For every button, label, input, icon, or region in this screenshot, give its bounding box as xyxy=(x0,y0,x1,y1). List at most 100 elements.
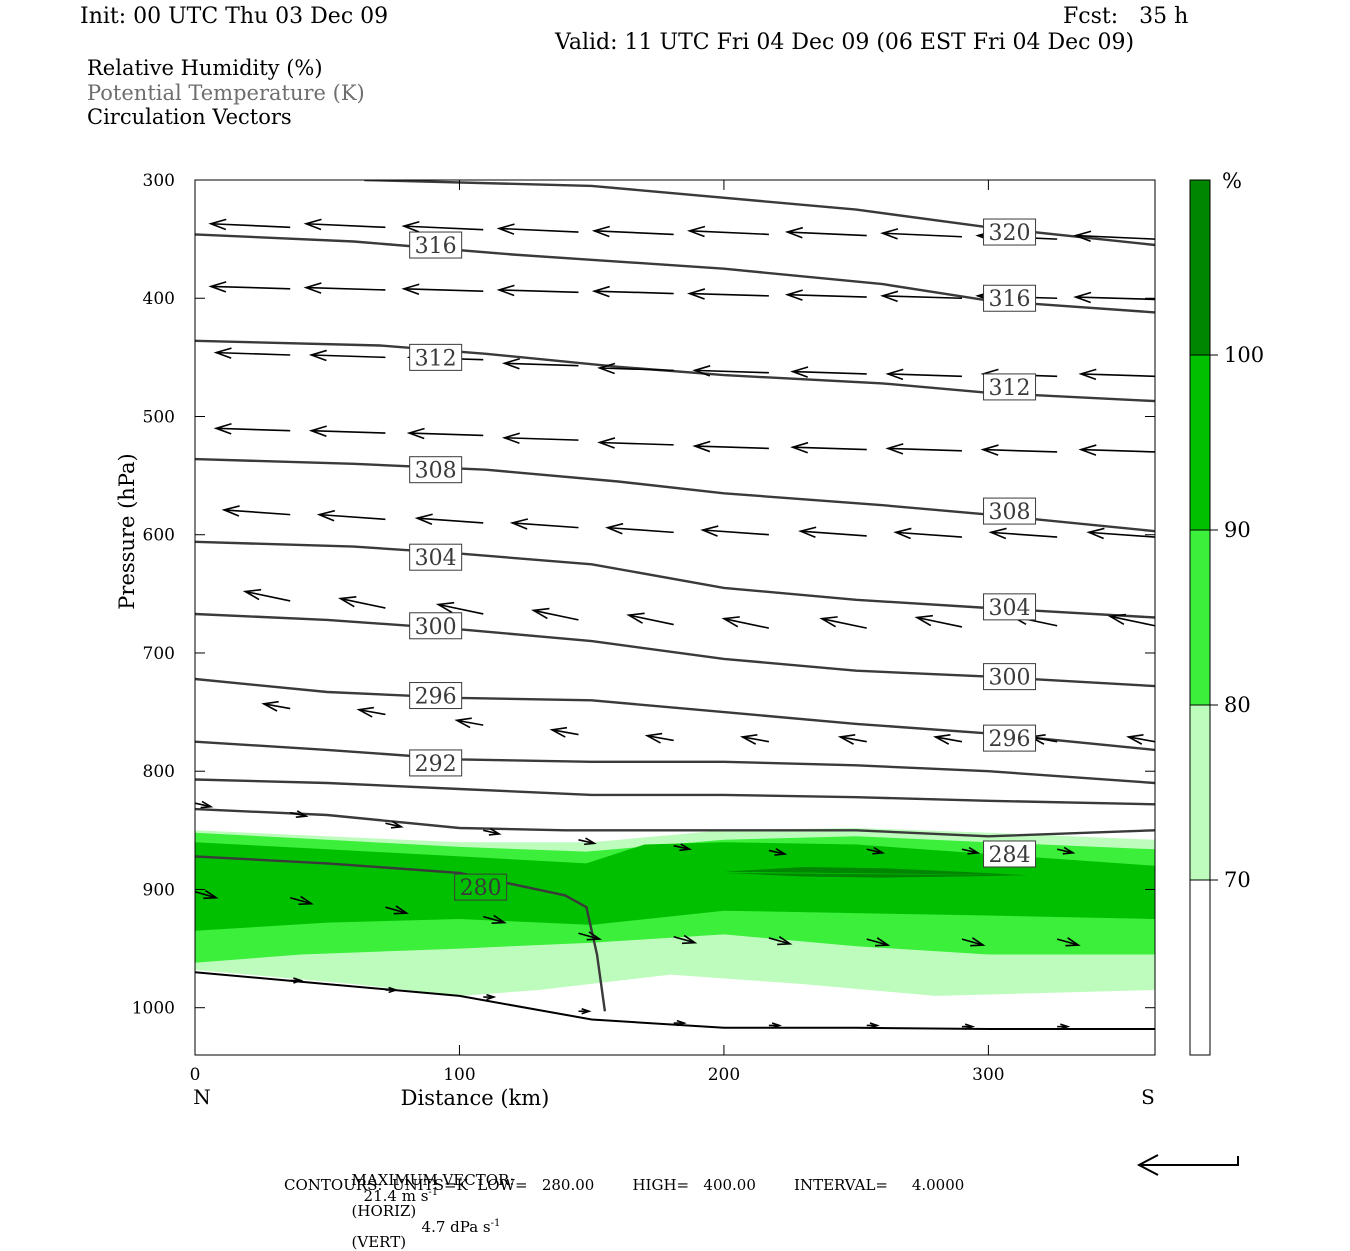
vector-head xyxy=(454,717,472,729)
vector-arrow xyxy=(308,349,386,362)
vector-head xyxy=(308,425,327,437)
isentrope-label-box xyxy=(454,873,508,901)
vector-shaft xyxy=(787,293,867,298)
x-tick-label: 100 xyxy=(443,1065,475,1085)
colorbar-frame xyxy=(1189,179,1211,1056)
vector-shaft xyxy=(578,932,600,940)
vector-arrow xyxy=(961,1023,976,1030)
vector-arrow xyxy=(289,895,314,906)
vector-arrow xyxy=(1078,444,1155,456)
vector-shaft xyxy=(417,517,484,524)
vector-shaft xyxy=(483,829,500,835)
vector-shaft xyxy=(887,447,962,452)
vector-arrow xyxy=(501,432,579,445)
vector-arrow xyxy=(578,837,597,846)
vector-shaft xyxy=(319,513,386,521)
vector-shaft xyxy=(694,445,769,450)
isentrope-label-316: 316 xyxy=(409,231,463,259)
vector-shaft xyxy=(594,290,674,295)
colorbar-tick-label: 90 xyxy=(1224,518,1251,542)
vector-arrow xyxy=(483,914,507,924)
title-potential-temperature: Potential Temperature (K) xyxy=(87,81,365,105)
vector-arrow xyxy=(626,612,674,626)
max-vector-horiz-unit: (HORIZ) xyxy=(351,1202,417,1220)
isentrope-320 xyxy=(364,180,1155,247)
vector-head xyxy=(390,820,404,829)
vector-shaft xyxy=(438,603,484,615)
vector-shaft xyxy=(504,436,579,441)
vector-head xyxy=(491,914,507,924)
vector-arrow xyxy=(213,347,291,359)
isentrope-label-292: 292 xyxy=(409,749,463,777)
vector-head xyxy=(774,847,788,856)
vector-head xyxy=(967,846,981,855)
isentrope-label-316: 316 xyxy=(983,284,1037,312)
vector-arrow xyxy=(1073,230,1155,243)
vector-arrow xyxy=(673,934,698,945)
vector-head xyxy=(591,225,610,238)
vector-shaft xyxy=(792,446,867,451)
vector-shaft xyxy=(210,285,291,290)
isentrope-label-box xyxy=(409,682,463,710)
vector-arrow xyxy=(213,422,291,435)
vector-head xyxy=(200,800,214,809)
vector-shaft xyxy=(887,373,962,378)
vector-arrow xyxy=(885,443,962,455)
isentrope-label-box xyxy=(983,373,1037,401)
vector-head xyxy=(213,347,232,359)
vector-arrow xyxy=(980,444,1058,456)
isentrope-label-box xyxy=(409,749,463,777)
vector-shaft xyxy=(673,935,696,944)
isentrope-288 xyxy=(195,778,1155,806)
endpoint-label-left: N xyxy=(193,1085,211,1109)
colorbar-segment xyxy=(1190,180,1210,355)
isentrope-label-text: 292 xyxy=(415,752,457,777)
vector-arrow xyxy=(1155,1024,1166,1029)
isentrope-label-text: 312 xyxy=(989,376,1031,401)
vector-head xyxy=(531,607,550,620)
colorbar-segment xyxy=(1190,355,1210,530)
vector-arrow xyxy=(208,218,291,231)
plot-frame xyxy=(194,179,1156,1056)
isentrope-label-text: 304 xyxy=(415,546,457,571)
x-tick-label: 300 xyxy=(972,1065,1004,1085)
vector-head xyxy=(1078,444,1097,456)
vector-head xyxy=(970,937,986,947)
vector-head xyxy=(644,732,663,744)
vector-head xyxy=(337,595,357,608)
vector-head xyxy=(435,601,455,614)
vector-arrow xyxy=(385,905,410,915)
vector-arrow xyxy=(316,509,386,522)
colorbar-tick-label: 100 xyxy=(1224,343,1264,367)
isentrope-label-text: 304 xyxy=(989,596,1031,621)
y-tick-label: 500 xyxy=(143,407,175,427)
vector-shaft xyxy=(768,937,791,945)
isentrope-label-304: 304 xyxy=(983,593,1037,621)
vector-head xyxy=(874,937,891,947)
vector-head xyxy=(496,284,515,297)
vector-arrow xyxy=(1056,937,1081,947)
vector-arrow xyxy=(700,525,769,537)
vector-shaft xyxy=(290,811,307,817)
isentrope-label-box xyxy=(983,284,1037,312)
vector-shaft xyxy=(1056,848,1074,854)
vector-head xyxy=(486,993,497,1001)
vector-head xyxy=(303,282,322,294)
vector-arrow xyxy=(739,733,770,745)
vector-arrow xyxy=(880,290,962,303)
vector-arrow xyxy=(768,935,793,946)
vector-head xyxy=(893,527,912,540)
isentrope-label-280: 280 xyxy=(454,873,508,901)
vector-head xyxy=(581,1008,592,1015)
isentrope-label-text: 316 xyxy=(415,234,457,259)
vector-arrow xyxy=(385,820,404,829)
vector-head xyxy=(1126,733,1144,745)
vector-shaft xyxy=(768,849,785,855)
isentrope-label-text: 308 xyxy=(415,459,457,484)
vector-arrow xyxy=(914,614,963,628)
vector-head xyxy=(591,285,610,298)
vector-shaft xyxy=(385,906,407,914)
isentrope-label-300: 300 xyxy=(983,663,1037,691)
vector-arrow xyxy=(208,281,291,293)
vector-arrow xyxy=(385,986,399,994)
